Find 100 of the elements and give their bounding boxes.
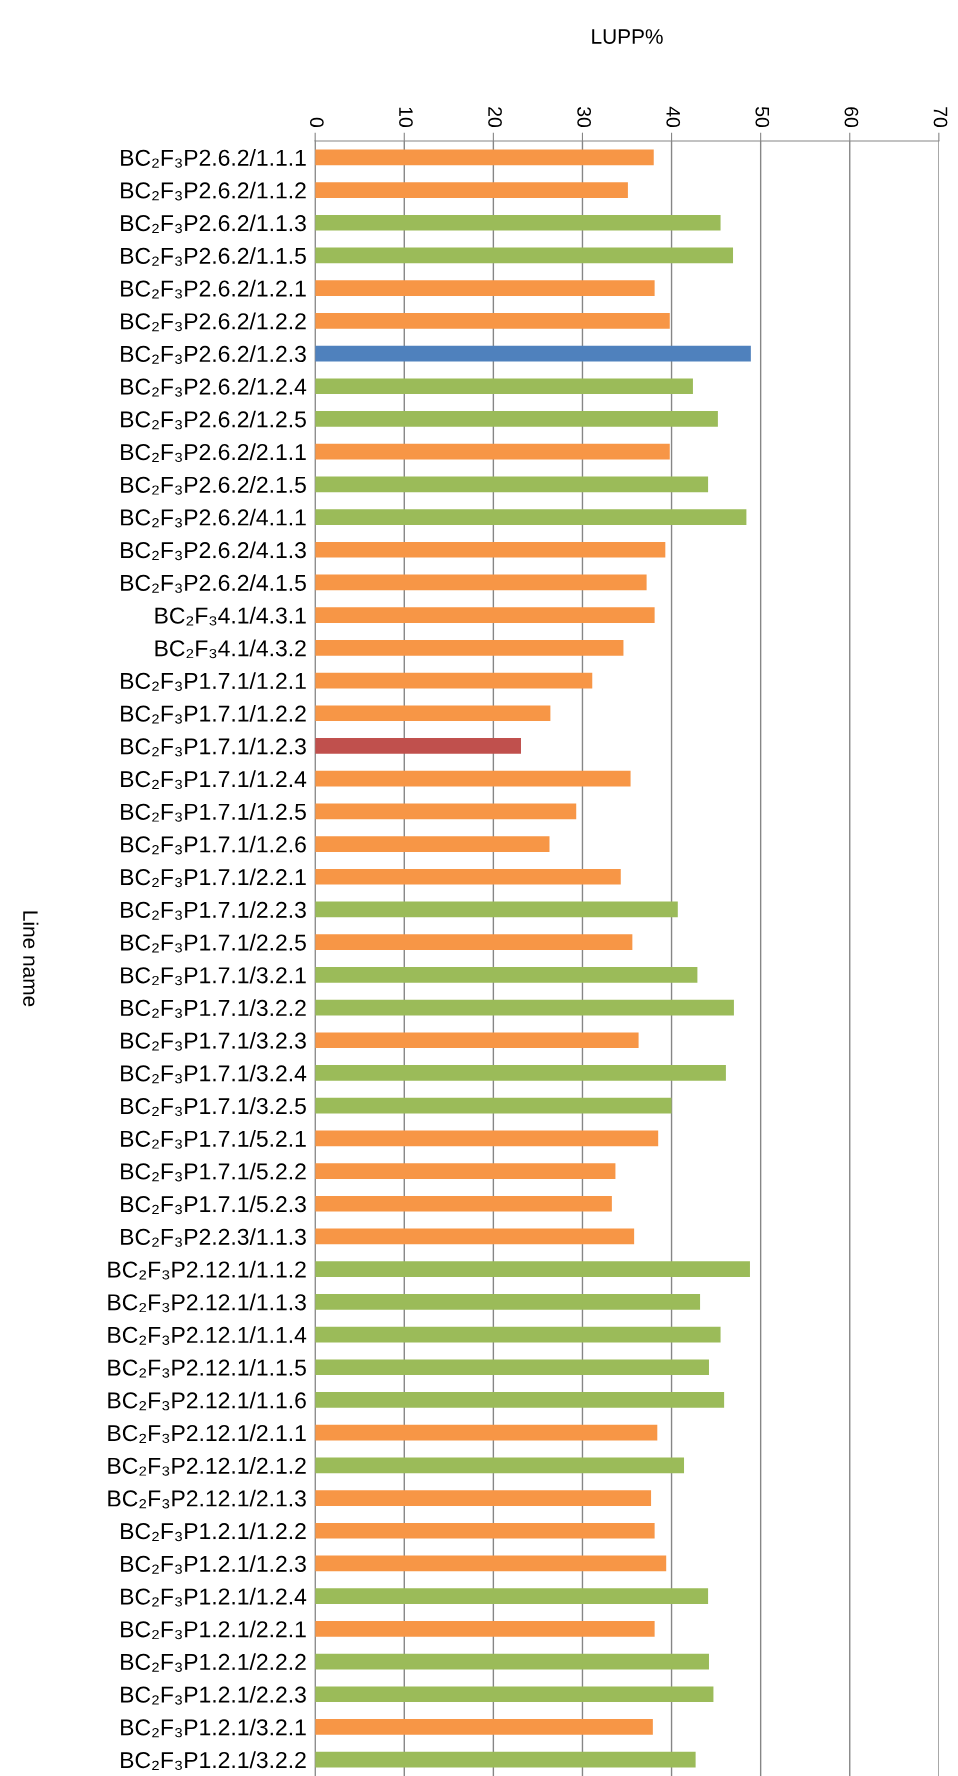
y-tick-label: BC₂F₃P1.7.1/1.2.3 xyxy=(121,737,306,757)
x-tick-label: 70 xyxy=(933,107,948,128)
bar xyxy=(315,149,654,166)
y-tick-label: BC₂F₃P2.12.1/1.1.3 xyxy=(108,1293,306,1313)
bar xyxy=(315,1032,639,1049)
y-tick-label: BC₂F₃P1.7.1/2.2.3 xyxy=(121,901,306,920)
y-tick-label: BC₂F₃P1.2.1/3.2.2 xyxy=(121,1751,306,1771)
bar xyxy=(315,1359,709,1376)
y-tick-label: BC₂F₃P1.7.1/3.2.3 xyxy=(121,1031,306,1051)
y-tick-label: BC₂F₃P1.7.1/5.2.3 xyxy=(121,1195,306,1215)
y-tick-label: BC₂F₃4.1/4.3.2 xyxy=(155,639,306,659)
y-tick-label: BC₂F₃P1.2.1/1.2.3 xyxy=(121,1555,306,1574)
bar xyxy=(315,1261,750,1277)
x-tick-label: 30 xyxy=(577,106,592,128)
bar xyxy=(315,1686,714,1703)
bar xyxy=(315,574,647,591)
bar xyxy=(315,934,633,951)
y-tick-label: BC₂F₃P1.7.1/1.2.5 xyxy=(121,803,306,822)
bar xyxy=(315,901,678,918)
y-tick-label: BC₂F₃P2.6.2/1.2.5 xyxy=(121,410,306,430)
bar xyxy=(315,1555,667,1572)
y-tick-label: BC₂F₃P2.6.2/4.1.5 xyxy=(121,574,306,593)
y-tick-label: BC₂F₃P1.2.1/3.2.1 xyxy=(121,1718,306,1738)
bar xyxy=(315,1228,635,1245)
bar xyxy=(315,476,709,493)
bar xyxy=(315,1097,672,1114)
bar xyxy=(315,1621,655,1637)
x-tick-label: 40 xyxy=(666,106,681,128)
y-axis-title: Line name xyxy=(23,911,39,1007)
bar xyxy=(315,1195,612,1212)
bar xyxy=(315,1294,701,1310)
bar xyxy=(315,443,670,460)
y-tick-label: BC₂F₃P2.6.2/1.2.1 xyxy=(121,279,306,299)
bar xyxy=(315,999,734,1016)
bar xyxy=(315,868,621,885)
x-tick-label: 20 xyxy=(488,107,502,128)
bar xyxy=(315,607,655,624)
bar xyxy=(315,836,550,852)
bar xyxy=(315,1653,709,1670)
y-tick-label: BC₂F₃P2.6.2/4.1.1 xyxy=(121,508,306,528)
y-tick-label: BC₂F₃P1.7.1/1.2.2 xyxy=(121,704,306,724)
y-tick-label: BC₂F₃P1.2.1/2.2.2 xyxy=(121,1653,306,1672)
bar xyxy=(315,1490,652,1506)
bar xyxy=(315,1392,725,1408)
bar xyxy=(315,1326,721,1343)
y-tick-label: BC₂F₃P1.7.1/2.2.1 xyxy=(121,868,306,888)
y-tick-label: BC₂F₃P1.2.1/1.2.4 xyxy=(121,1587,307,1607)
y-tick-label: BC₂F₃P2.6.2/2.1.1 xyxy=(121,443,306,463)
y-tick-label: BC₂F₃P1.7.1/3.2.1 xyxy=(121,966,306,986)
bar xyxy=(315,1522,655,1539)
y-tick-label: BC₂F₃P1.2.1/2.2.1 xyxy=(121,1620,306,1640)
y-tick-label: BC₂F₃P2.12.1/1.1.6 xyxy=(108,1391,306,1411)
y-tick-label: BC₂F₃P2.6.2/2.1.5 xyxy=(121,476,306,495)
y-tick-label: BC₂F₃P2.6.2/4.1.3 xyxy=(121,541,306,561)
x-tick-label: 10 xyxy=(399,107,413,128)
y-tick-label: BC₂F₃P1.7.1/5.2.1 xyxy=(121,1130,306,1149)
y-tick-label: BC₂F₃P1.7.1/3.2.5 xyxy=(121,1097,306,1117)
y-tick-label: BC₂F₃P2.12.1/2.1.2 xyxy=(108,1457,306,1476)
bar xyxy=(315,1751,696,1768)
bar xyxy=(315,738,521,754)
x-tick-label: 50 xyxy=(755,106,770,128)
y-tick-label: BC₂F₃P1.7.1/3.2.2 xyxy=(121,999,306,1018)
bar xyxy=(315,214,721,231)
y-tick-label: BC₂F₃P2.6.2/1.2.3 xyxy=(121,345,306,364)
bar xyxy=(315,705,551,722)
y-tick-label: BC₂F₃4.1/4.3.1 xyxy=(155,606,306,626)
y-tick-label: BC₂F₃P1.7.1/1.2.6 xyxy=(121,835,306,855)
y-tick-label: BC₂F₃P2.12.1/2.1.1 xyxy=(108,1424,306,1444)
bar xyxy=(315,411,718,427)
bar xyxy=(315,541,666,558)
bar xyxy=(315,509,747,525)
bar xyxy=(315,345,751,362)
y-tick-label: BC₂F₃P2.2.3/1.1.3 xyxy=(121,1228,306,1247)
bar xyxy=(315,672,593,689)
y-tick-label: BC₂F₃P2.6.2/1.2.2 xyxy=(121,312,306,332)
y-tick-label: BC₂F₃P1.7.1/1.2.4 xyxy=(121,770,307,790)
x-tick-label: 0 xyxy=(309,117,324,128)
bar xyxy=(315,967,698,983)
bar xyxy=(315,1065,726,1081)
x-axis-title: LUPP% xyxy=(592,29,663,44)
y-tick-label: BC₂F₃P1.7.1/3.2.4 xyxy=(121,1064,307,1084)
bar xyxy=(315,182,628,198)
y-tick-label: BC₂F₃P2.12.1/2.1.3 xyxy=(108,1489,306,1509)
bar xyxy=(315,1163,616,1179)
x-tick-label: 60 xyxy=(844,107,859,128)
y-tick-label: BC₂F₃P1.7.1/2.2.5 xyxy=(121,933,306,953)
bar xyxy=(315,1424,658,1441)
bar xyxy=(315,280,655,297)
bar xyxy=(315,1719,653,1735)
bar xyxy=(315,313,670,329)
y-tick-label: BC₂F₃P2.6.2/1.1.2 xyxy=(121,181,306,201)
bar xyxy=(315,640,624,656)
bar xyxy=(315,1457,685,1474)
y-tick-label: BC₂F₃P2.12.1/1.1.2 xyxy=(108,1260,306,1280)
bar xyxy=(315,378,693,395)
y-tick-label: BC₂F₃P1.7.1/1.2.1 xyxy=(121,672,306,691)
bar xyxy=(315,803,577,820)
bar xyxy=(315,1130,659,1147)
y-tick-label: BC₂F₃P2.12.1/1.1.5 xyxy=(108,1358,306,1378)
y-tick-label: BC₂F₃P2.6.2/1.1.3 xyxy=(121,214,306,234)
